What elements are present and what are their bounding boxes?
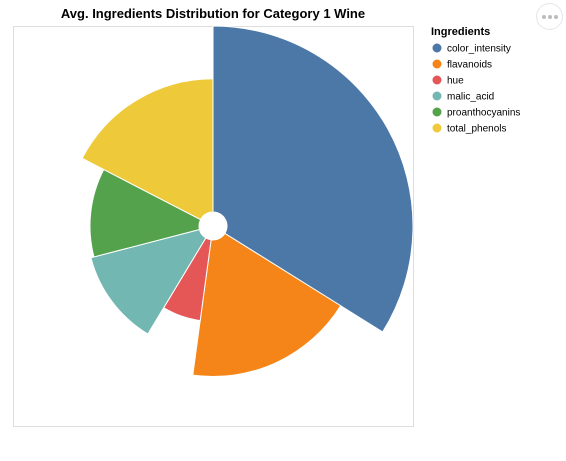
- legend: color_intensity flavanoids hue malic_acidpr…: [432, 43, 520, 135]
- legend-symbol: [432, 91, 442, 101]
- wedge-malic-acid[interactable]: [90, 228, 207, 335]
- legend-symbol: [432, 107, 442, 117]
- legend-label: flavanoids: [447, 60, 492, 71]
- legend-title: Ingredients: [431, 26, 490, 38]
- legend-symbol: [432, 59, 442, 69]
- wedges-group: [81, 25, 414, 378]
- legend-symbol: [432, 43, 442, 53]
- chart-title: Avg. Ingredients Distribution for Catego…: [61, 6, 365, 21]
- legend-label: malic_acid: [447, 92, 494, 103]
- dot: [547, 14, 552, 19]
- legend-label: total_phenols: [447, 124, 507, 135]
- dot: [553, 14, 558, 19]
- wedge-color-intensity[interactable]: [212, 25, 414, 333]
- wedge-proanthocyanins[interactable]: [89, 168, 202, 258]
- dot: [541, 14, 546, 19]
- legend-label: color_intensity: [447, 44, 511, 55]
- legend-label: hue: [447, 76, 464, 87]
- legend-symbol: [432, 75, 442, 85]
- more-actions-icon[interactable]: [536, 3, 563, 30]
- legend-label: proanthocyanins: [447, 108, 520, 119]
- wedge-flavanoids[interactable]: [192, 232, 342, 378]
- legend-symbol: [432, 123, 442, 133]
- wedge-total-phenols[interactable]: [81, 78, 214, 221]
